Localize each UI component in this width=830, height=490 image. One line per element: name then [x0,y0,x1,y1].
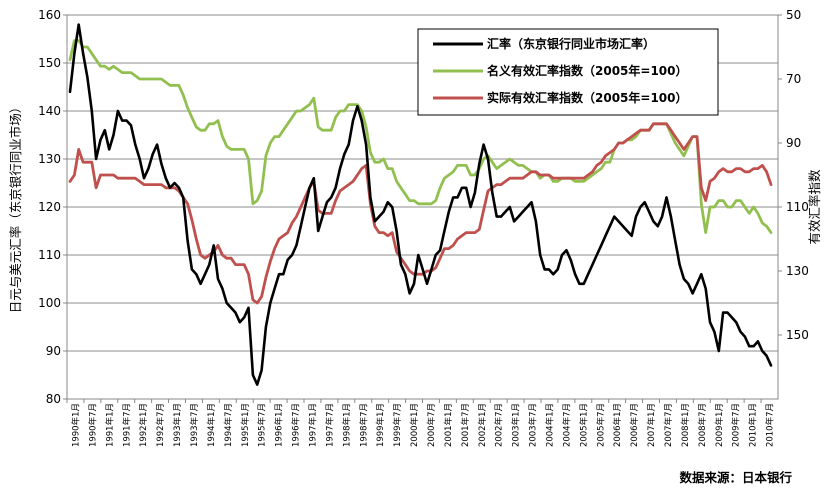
x-tick-label: 1995年7月 [257,403,268,447]
series-lines [68,23,773,386]
x-tick-label: 2009年7月 [731,403,742,447]
left-tick-label: 80 [46,392,61,406]
x-tick-label: 1999年1月 [375,403,386,447]
x-tick-label: 2006年1月 [612,403,623,447]
x-tick-label: 1993年1月 [172,403,183,447]
right-tick-label: 70 [786,72,801,86]
x-tick-label: 1998年7月 [358,403,369,447]
x-tick-label: 1990年7月 [87,403,98,447]
x-tick-label: 2005年7月 [595,403,606,447]
x-tick-label: 1995年1月 [240,403,251,447]
x-tick-label: 1996年7月 [291,403,302,447]
x-axis-ticks: 1990年1月 1990年7月 1991年1月 1991年7月 1992年1月 1992年… [66,399,776,447]
legend-label: 汇率（东京银行同业市场汇率） [487,36,655,51]
right-axis-ticks: 50 70 90 110 130 150 [778,8,809,342]
left-tick-label: 140 [38,104,61,118]
series-line-exchange-rate [68,23,773,386]
left-axis-ticks: 80 90 100 110 120 130 140 150 160 [38,8,67,406]
x-tick-label: 2002年1月 [477,403,488,447]
x-tick-label: 2010年7月 [765,403,776,447]
right-axis-title: 有效汇率指数 [807,169,822,245]
x-tick-label: 2008年7月 [697,403,708,447]
x-tick-label: 2006年7月 [629,403,640,447]
x-tick-label: 1991年1月 [104,403,115,447]
x-tick-label: 1992年7月 [155,403,166,447]
x-tick-label: 2007年7月 [663,403,674,447]
x-tick-label: 2001年7月 [460,403,471,447]
legend: 汇率（东京银行同业市场汇率） 名义有效汇率指数（2005年=100） 实际有效汇率指… [417,28,719,116]
right-tick-label: 50 [786,8,801,22]
x-tick-label: 1999年7月 [392,403,403,447]
left-tick-label: 130 [38,152,61,166]
x-tick-label: 1992年1月 [138,403,149,447]
x-tick-label: 2008年1月 [680,403,691,447]
left-tick-label: 110 [38,248,61,262]
left-tick-label: 100 [38,296,61,310]
x-tick-label: 2005年1月 [578,403,589,447]
left-tick-label: 160 [38,8,61,22]
x-tick-label: 2004年7月 [561,403,572,447]
left-tick-label: 150 [38,56,61,70]
right-tick-label: 150 [786,328,809,342]
right-tick-label: 90 [786,136,801,150]
x-tick-label: 2010年1月 [748,403,759,447]
source-note: 数据来源：日本银行 [678,470,792,485]
x-tick-label: 1996年1月 [274,403,285,447]
x-tick-label: 2009年1月 [714,403,725,447]
left-axis-title: 日元与美元汇率（东京银行同业市场） [8,101,23,314]
x-tick-label: 1990年1月 [70,403,81,447]
legend-label: 实际有效汇率指数（2005年=100） [487,90,688,105]
x-tick-label: 2001年1月 [443,403,454,447]
x-tick-label: 2000年7月 [426,403,437,447]
right-tick-label: 110 [786,200,809,214]
x-tick-label: 2002年7月 [494,403,505,447]
x-tick-label: 2003年1月 [511,403,522,447]
right-tick-label: 130 [786,264,809,278]
x-tick-label: 2003年7月 [528,403,539,447]
legend-label: 名义有效汇率指数（2005年=100） [487,63,688,78]
x-tick-label: 2000年1月 [409,403,420,447]
x-tick-label: 1994年1月 [206,403,217,447]
x-tick-label: 2007年1月 [646,403,657,447]
x-tick-label: 1998年1月 [341,403,352,447]
x-tick-label: 1993年7月 [189,403,200,447]
left-tick-label: 90 [46,344,61,358]
x-tick-label: 1997年7月 [324,403,335,447]
left-tick-label: 120 [38,200,61,214]
x-tick-label: 1994年7月 [223,403,234,447]
x-tick-label: 1991年7月 [121,403,132,447]
x-tick-label: 1997年1月 [307,403,318,447]
series-line-real-eer [68,122,773,305]
x-tick-label: 2004年1月 [544,403,555,447]
